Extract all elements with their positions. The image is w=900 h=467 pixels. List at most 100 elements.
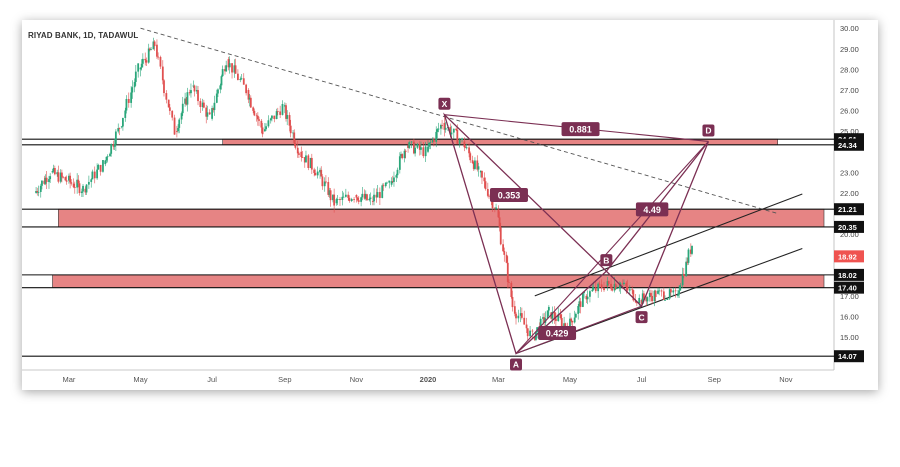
- y-tick-label: 25.00: [840, 127, 859, 136]
- candle-body: [468, 147, 470, 154]
- candle-body: [474, 160, 476, 169]
- candle-body: [458, 139, 461, 144]
- candle-body: [217, 89, 219, 94]
- candle-body: [658, 290, 661, 292]
- candle-body: [49, 176, 52, 180]
- candle-body: [681, 273, 684, 286]
- candle-body: [221, 69, 224, 77]
- candle-body: [130, 92, 133, 103]
- candle-body: [382, 185, 385, 187]
- candle-body: [319, 169, 321, 173]
- candle-body: [484, 181, 487, 190]
- candle-body: [375, 194, 378, 198]
- candle-body: [498, 217, 501, 228]
- candle-body: [463, 141, 466, 148]
- candle-body: [227, 59, 230, 68]
- price-tag-bg: [834, 268, 864, 281]
- candle-body: [68, 175, 70, 181]
- candle-body: [255, 115, 258, 117]
- candle-body: [610, 283, 612, 289]
- candle-body: [408, 142, 411, 148]
- candle-body: [479, 170, 482, 173]
- candle-body: [491, 198, 494, 209]
- candle-body: [495, 207, 497, 209]
- candle-body: [36, 191, 39, 192]
- candle-body: [360, 197, 363, 202]
- candle-body: [519, 313, 522, 316]
- candle-body: [508, 282, 510, 283]
- trendline-channel-upper: [534, 193, 803, 297]
- candle-body: [429, 142, 432, 143]
- candle-body: [171, 110, 174, 118]
- candle-body: [570, 318, 573, 322]
- candle-body: [483, 177, 486, 182]
- candle-body: [391, 181, 394, 182]
- candle-body: [122, 117, 124, 127]
- candle-body: [228, 63, 231, 68]
- candle-body: [618, 287, 621, 289]
- candle-body: [431, 139, 434, 143]
- candle-body: [606, 281, 609, 286]
- point-label-X: X: [442, 99, 448, 109]
- candle-body: [181, 103, 184, 114]
- price-tag-bg: [834, 220, 864, 233]
- candle-body: [341, 196, 344, 201]
- candle-body: [465, 147, 468, 149]
- candle-body: [333, 194, 336, 206]
- candle-body: [44, 177, 47, 184]
- x-tick-label: Sep: [708, 375, 721, 384]
- candle-body: [332, 194, 334, 201]
- candle-body: [350, 199, 353, 201]
- candle-body: [677, 294, 679, 296]
- candle-body: [513, 306, 516, 314]
- candle-body: [641, 293, 644, 304]
- candle-body: [441, 125, 443, 126]
- candle-body: [245, 84, 248, 94]
- candle-body: [199, 101, 202, 107]
- candle-body: [660, 290, 663, 292]
- candle-body: [273, 115, 276, 120]
- candle-body: [586, 296, 589, 300]
- candle-body: [557, 314, 560, 322]
- candle-body: [263, 129, 266, 132]
- candle-body: [202, 102, 205, 108]
- candle-body: [476, 160, 479, 170]
- candle-body: [598, 283, 601, 285]
- candle-body: [525, 324, 528, 329]
- candle-body: [276, 111, 279, 112]
- candle-body: [347, 194, 350, 198]
- price-chart[interactable]: X A B C D 0.881 0.353 4.49 0.429 30.00 29.00 28.00 2…: [22, 20, 878, 390]
- candle-body: [114, 131, 117, 145]
- candle-body: [124, 110, 127, 118]
- candle-body: [560, 318, 563, 327]
- candle-body: [150, 49, 152, 51]
- candle-body: [388, 180, 391, 183]
- candle-body: [613, 284, 616, 291]
- x-tick-label: Sep: [278, 375, 291, 384]
- candle-body: [256, 115, 259, 120]
- candle-body: [687, 249, 690, 263]
- candle-body: [300, 151, 303, 158]
- candle-body: [443, 122, 446, 130]
- point-label-bg-C: [635, 311, 648, 324]
- candle-body: [436, 129, 439, 132]
- candle-body: [623, 282, 625, 285]
- candle-body: [134, 71, 137, 82]
- candle-body: [305, 155, 307, 163]
- candle-body: [403, 150, 406, 159]
- candle-body: [193, 85, 196, 92]
- candle-body: [206, 112, 209, 117]
- candle-body: [364, 194, 367, 199]
- candle-body: [64, 177, 67, 181]
- candle-body: [125, 98, 128, 111]
- candle-body: [428, 142, 431, 147]
- candle-body: [76, 179, 79, 188]
- candle-body: [271, 115, 273, 119]
- candle-body: [252, 107, 255, 111]
- candle-body: [626, 286, 629, 291]
- ratio-label-bg: [538, 325, 577, 340]
- candle-body: [674, 290, 677, 292]
- candle-body: [140, 63, 143, 68]
- candle-body: [294, 143, 297, 148]
- candle-body: [97, 164, 100, 170]
